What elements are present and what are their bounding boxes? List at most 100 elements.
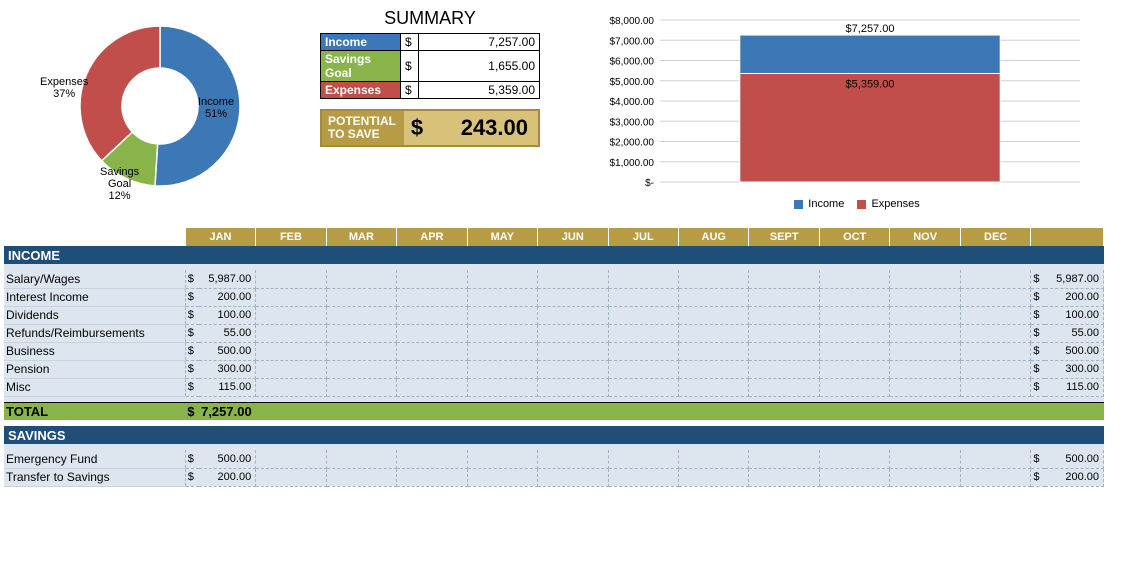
- cell-empty[interactable]: [679, 468, 749, 486]
- cell-currency[interactable]: $: [185, 324, 199, 342]
- cell-empty[interactable]: [397, 270, 467, 288]
- cell-empty[interactable]: [397, 306, 467, 324]
- cell-value[interactable]: 100.00: [199, 306, 255, 324]
- cell-currency[interactable]: $: [185, 468, 199, 486]
- cell-currency[interactable]: $: [185, 450, 199, 468]
- cell-empty[interactable]: [960, 360, 1030, 378]
- cell-empty[interactable]: [326, 324, 396, 342]
- cell-empty[interactable]: [890, 288, 960, 306]
- cell-empty[interactable]: [819, 270, 889, 288]
- cell-empty[interactable]: [960, 324, 1030, 342]
- cell-empty[interactable]: [326, 288, 396, 306]
- cell-empty[interactable]: [679, 306, 749, 324]
- cell-empty[interactable]: [467, 378, 537, 396]
- cell-empty[interactable]: [538, 468, 608, 486]
- cell-empty[interactable]: [749, 288, 819, 306]
- cell-empty[interactable]: [467, 450, 537, 468]
- cell-empty[interactable]: [326, 270, 396, 288]
- cell-empty[interactable]: [960, 270, 1030, 288]
- cell-empty[interactable]: [538, 450, 608, 468]
- cell-empty[interactable]: [749, 450, 819, 468]
- cell-empty[interactable]: [890, 360, 960, 378]
- cell-value[interactable]: 500.00: [199, 342, 255, 360]
- cell-empty[interactable]: [326, 378, 396, 396]
- cell-empty[interactable]: [960, 468, 1030, 486]
- cell-value[interactable]: 200.00: [199, 468, 255, 486]
- cell-empty[interactable]: [467, 360, 537, 378]
- cell-currency[interactable]: $: [185, 360, 199, 378]
- cell-empty[interactable]: [538, 342, 608, 360]
- cell-empty[interactable]: [679, 324, 749, 342]
- cell-empty[interactable]: [467, 342, 537, 360]
- cell-empty[interactable]: [608, 306, 678, 324]
- cell-empty[interactable]: [397, 360, 467, 378]
- cell-value[interactable]: 115.00: [199, 378, 255, 396]
- cell-empty[interactable]: [467, 324, 537, 342]
- cell-currency[interactable]: $: [185, 342, 199, 360]
- cell-empty[interactable]: [819, 342, 889, 360]
- cell-empty[interactable]: [819, 450, 889, 468]
- cell-empty[interactable]: [608, 450, 678, 468]
- cell-empty[interactable]: [749, 360, 819, 378]
- cell-empty[interactable]: [326, 360, 396, 378]
- cell-empty[interactable]: [256, 288, 326, 306]
- cell-value[interactable]: 500.00: [199, 450, 255, 468]
- cell-empty[interactable]: [679, 360, 749, 378]
- cell-empty[interactable]: [256, 378, 326, 396]
- cell-empty[interactable]: [890, 342, 960, 360]
- cell-empty[interactable]: [467, 468, 537, 486]
- cell-empty[interactable]: [890, 306, 960, 324]
- cell-currency[interactable]: $: [185, 306, 199, 324]
- cell-empty[interactable]: [749, 378, 819, 396]
- cell-empty[interactable]: [256, 450, 326, 468]
- cell-empty[interactable]: [890, 378, 960, 396]
- cell-empty[interactable]: [326, 450, 396, 468]
- cell-value[interactable]: 300.00: [199, 360, 255, 378]
- cell-empty[interactable]: [960, 450, 1030, 468]
- cell-empty[interactable]: [256, 306, 326, 324]
- cell-currency[interactable]: $: [185, 270, 199, 288]
- cell-empty[interactable]: [467, 270, 537, 288]
- cell-empty[interactable]: [960, 306, 1030, 324]
- cell-empty[interactable]: [397, 468, 467, 486]
- cell-empty[interactable]: [749, 324, 819, 342]
- cell-empty[interactable]: [538, 288, 608, 306]
- cell-empty[interactable]: [960, 342, 1030, 360]
- cell-empty[interactable]: [608, 360, 678, 378]
- cell-empty[interactable]: [890, 324, 960, 342]
- cell-empty[interactable]: [397, 324, 467, 342]
- cell-empty[interactable]: [326, 468, 396, 486]
- cell-empty[interactable]: [608, 378, 678, 396]
- cell-empty[interactable]: [819, 306, 889, 324]
- cell-empty[interactable]: [749, 468, 819, 486]
- cell-empty[interactable]: [256, 270, 326, 288]
- cell-empty[interactable]: [538, 378, 608, 396]
- cell-empty[interactable]: [397, 378, 467, 396]
- cell-currency[interactable]: $: [185, 378, 199, 396]
- cell-empty[interactable]: [749, 306, 819, 324]
- cell-empty[interactable]: [538, 324, 608, 342]
- cell-empty[interactable]: [397, 342, 467, 360]
- cell-empty[interactable]: [326, 342, 396, 360]
- cell-empty[interactable]: [538, 306, 608, 324]
- cell-empty[interactable]: [960, 288, 1030, 306]
- cell-empty[interactable]: [890, 270, 960, 288]
- cell-empty[interactable]: [749, 342, 819, 360]
- cell-empty[interactable]: [608, 342, 678, 360]
- cell-empty[interactable]: [256, 360, 326, 378]
- cell-empty[interactable]: [538, 270, 608, 288]
- cell-empty[interactable]: [397, 288, 467, 306]
- cell-empty[interactable]: [819, 468, 889, 486]
- cell-currency[interactable]: $: [185, 288, 199, 306]
- cell-empty[interactable]: [608, 288, 678, 306]
- cell-empty[interactable]: [326, 306, 396, 324]
- cell-empty[interactable]: [890, 468, 960, 486]
- cell-empty[interactable]: [679, 378, 749, 396]
- cell-value[interactable]: 200.00: [199, 288, 255, 306]
- cell-empty[interactable]: [679, 450, 749, 468]
- cell-empty[interactable]: [467, 288, 537, 306]
- cell-empty[interactable]: [467, 306, 537, 324]
- cell-empty[interactable]: [749, 270, 819, 288]
- cell-empty[interactable]: [960, 378, 1030, 396]
- cell-empty[interactable]: [819, 360, 889, 378]
